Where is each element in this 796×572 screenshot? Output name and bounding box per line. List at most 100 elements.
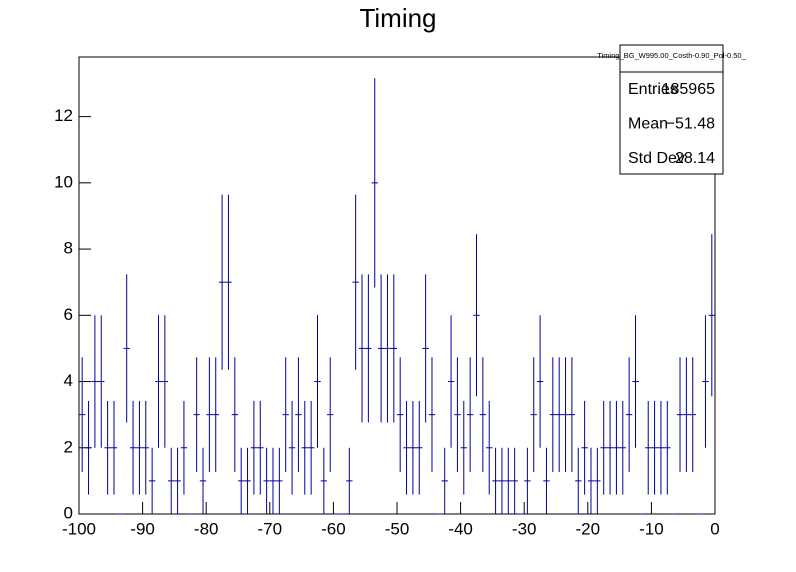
bin: [645, 400, 652, 495]
bin: [384, 274, 391, 423]
bin: [454, 357, 461, 473]
bin: [346, 447, 353, 514]
bin: [307, 400, 315, 495]
bin: [155, 315, 162, 448]
bin: [371, 78, 378, 288]
x-tick-label: -70: [258, 519, 283, 538]
bin: [466, 357, 474, 473]
bin: [505, 447, 512, 514]
bin: [498, 447, 506, 514]
chart-title: Timing: [359, 3, 436, 33]
stats-value: 28.14: [675, 150, 715, 167]
stats-label: Mean: [628, 116, 668, 133]
bin: [161, 315, 169, 448]
bin: [683, 357, 690, 473]
bin: [244, 447, 251, 514]
x-tick-label: -60: [321, 519, 346, 538]
y-tick-label: 2: [64, 437, 73, 456]
bin: [409, 400, 417, 495]
bin: [269, 447, 277, 514]
stats-label: Entries: [628, 81, 678, 98]
bin: [511, 447, 518, 514]
bin: [397, 357, 404, 473]
bin: [416, 400, 423, 495]
bin: [257, 400, 264, 495]
bin: [206, 357, 213, 473]
x-tick-label: -10: [639, 519, 664, 538]
bin: [619, 400, 626, 495]
bin: [276, 447, 283, 514]
bin: [613, 400, 620, 495]
y-tick-label: 4: [64, 371, 73, 390]
bin: [180, 400, 188, 495]
bin: [549, 357, 556, 473]
bin: [556, 357, 563, 473]
x-tick-label: -100: [62, 519, 96, 538]
bin: [473, 234, 480, 397]
bin: [282, 357, 289, 473]
bin: [606, 400, 614, 495]
bin: [295, 357, 302, 473]
stats-box: [619, 44, 724, 175]
bin: [479, 357, 487, 473]
bin: [708, 234, 715, 397]
bin: [314, 315, 321, 448]
bin: [492, 447, 499, 514]
bin: [575, 447, 582, 514]
bin: [218, 194, 226, 370]
bin: [377, 274, 385, 423]
bin: [98, 315, 105, 448]
bin: [524, 447, 531, 514]
bin: [632, 315, 639, 448]
x-tick-label: -20: [576, 519, 601, 538]
bin: [568, 357, 576, 473]
bin: [168, 447, 175, 514]
bin: [193, 357, 200, 473]
bin: [288, 400, 296, 495]
bin: [250, 400, 258, 495]
bin: [365, 274, 372, 423]
bin: [664, 400, 671, 495]
bin: [301, 400, 308, 495]
bin: [199, 447, 207, 514]
bin: [625, 357, 633, 473]
x-tick-label: -80: [194, 519, 219, 538]
bin: [123, 274, 130, 423]
bin: [104, 400, 111, 495]
bin: [263, 447, 270, 514]
bin: [651, 400, 658, 495]
bin: [594, 447, 601, 514]
bin: [136, 400, 143, 495]
y-tick-label: 10: [54, 172, 73, 191]
bin: [536, 315, 544, 448]
bin: [85, 400, 92, 495]
bin: [676, 357, 684, 473]
bin: [403, 400, 410, 495]
y-tick-label: 12: [54, 106, 73, 125]
bin: [587, 447, 595, 514]
bin: [148, 447, 156, 514]
bin: [110, 400, 118, 495]
bin: [441, 447, 448, 514]
bin: [543, 447, 550, 514]
bin: [460, 400, 467, 495]
stats-value: −51.48: [666, 116, 715, 133]
bin: [447, 315, 455, 448]
x-tick-label: -40: [448, 519, 473, 538]
stats-label: Std Dev: [628, 150, 685, 167]
bin: [689, 357, 696, 473]
bin: [581, 400, 588, 495]
bin: [231, 357, 238, 473]
y-tick-label: 0: [64, 503, 73, 522]
bin: [358, 274, 366, 423]
bin: [657, 400, 665, 495]
x-tick-label: -50: [385, 519, 410, 538]
bin: [390, 274, 397, 423]
bin: [530, 357, 537, 473]
stats-title: Timing_BG_W995.00_Costh-0.90_Pol-0.50_: [597, 51, 746, 60]
bin: [79, 357, 86, 473]
bin: [225, 194, 232, 370]
bin: [238, 447, 245, 514]
stats-value: 185965: [662, 81, 715, 98]
